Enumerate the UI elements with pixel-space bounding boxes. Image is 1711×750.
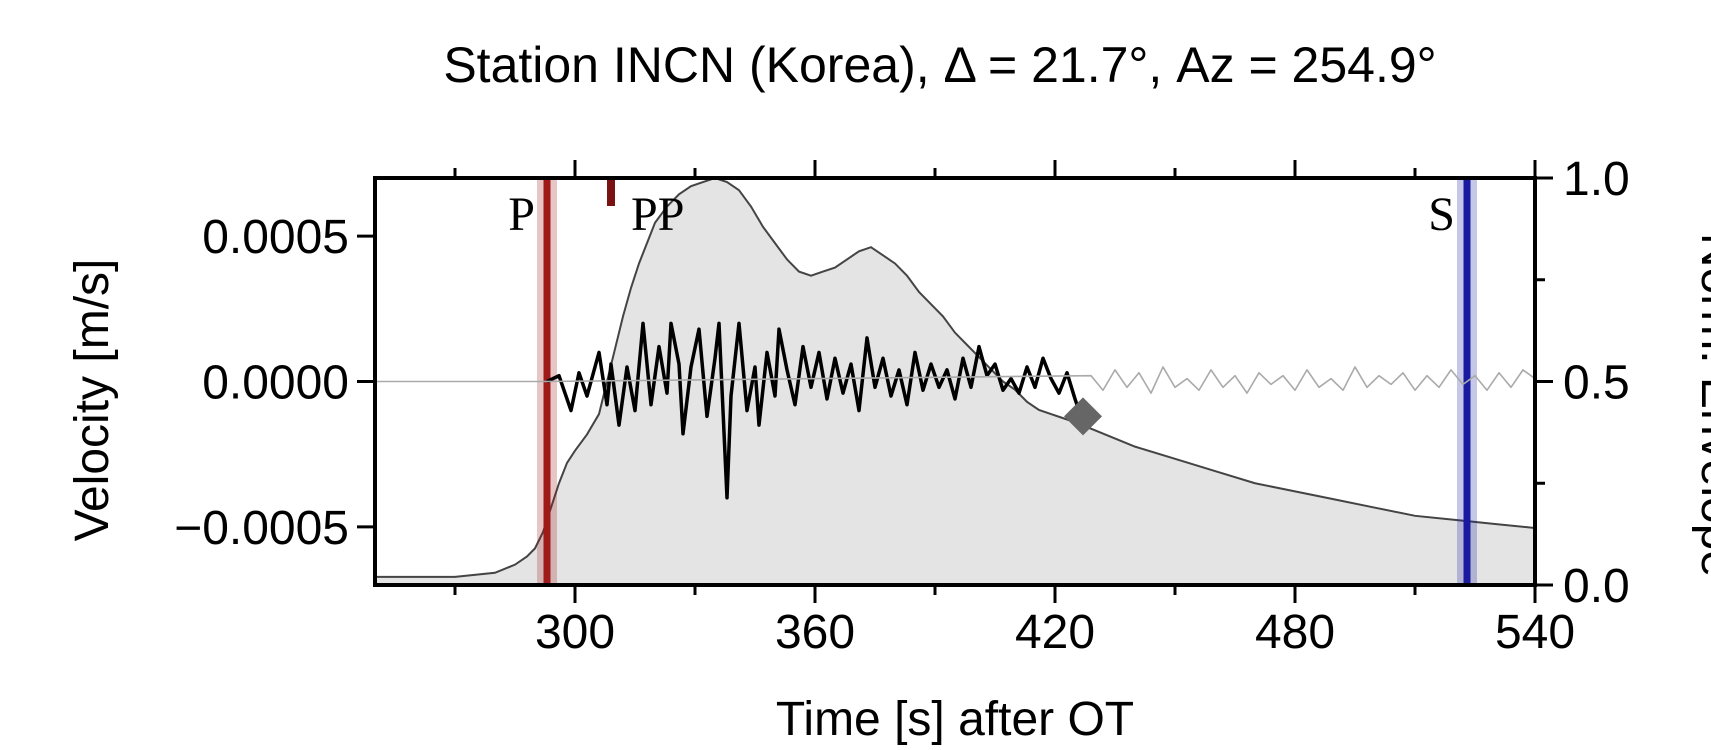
phase-label-pp: PP bbox=[631, 188, 684, 241]
phase-label-p: P bbox=[508, 188, 535, 241]
x-tick-label: 300 bbox=[535, 606, 615, 659]
x-tick-label: 480 bbox=[1255, 606, 1335, 659]
y-axis-label: Velocity [m/s] bbox=[66, 259, 119, 542]
envelope-area bbox=[375, 178, 1535, 585]
x-tick-label: 420 bbox=[1015, 606, 1095, 659]
y-tick-label: 0.0005 bbox=[202, 211, 349, 264]
y-tick-label: 0.0000 bbox=[202, 357, 349, 410]
envelope-line bbox=[375, 178, 1535, 578]
y-tick-label: −0.0005 bbox=[174, 502, 349, 555]
velocity-trace-continued bbox=[375, 366, 1535, 394]
window-end-marker bbox=[1064, 397, 1102, 436]
y2-tick-label: 1.0 bbox=[1563, 153, 1630, 206]
x-tick-label: 360 bbox=[775, 606, 855, 659]
y2-tick-label: 0.0 bbox=[1563, 560, 1630, 613]
y2-axis-label: Norm. Envelope bbox=[1691, 233, 1711, 577]
phase-label-s: S bbox=[1428, 188, 1455, 241]
x-tick-label: 540 bbox=[1495, 606, 1575, 659]
y2-tick-label: 0.5 bbox=[1563, 357, 1630, 410]
x-axis-label: Time [s] after OT bbox=[776, 693, 1134, 746]
velocity-trace bbox=[546, 321, 1085, 500]
chart-title: Station INCN (Korea), Δ = 21.7°, Az = 25… bbox=[443, 37, 1436, 93]
